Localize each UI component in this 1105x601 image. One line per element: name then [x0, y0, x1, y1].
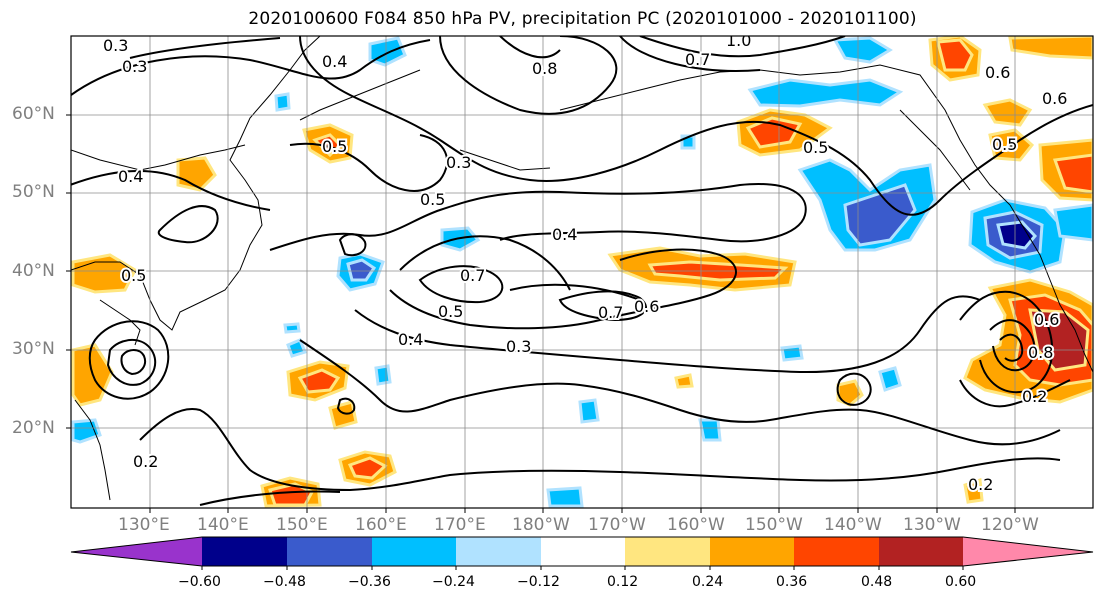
contour-label: 0.7 — [598, 303, 623, 322]
contour-label: 0.4 — [552, 225, 577, 244]
contour-label: 0.4 — [398, 330, 423, 349]
graticule — [71, 36, 1093, 508]
colorbar-segment — [710, 537, 794, 566]
colorbar-tick-label: −0.24 — [432, 574, 475, 590]
colorbar — [70, 536, 1094, 570]
colorbar-segment — [963, 537, 1093, 566]
lon-label-160w: 160°W — [667, 515, 725, 535]
contour-label: 0.6 — [985, 63, 1010, 82]
lon-label-150e: 150°E — [276, 515, 328, 535]
contour-label: 0.2 — [968, 475, 993, 494]
contour-label: 0.6 — [1042, 89, 1067, 108]
negative-anomaly-areas — [71, 36, 1093, 508]
colorbar-segment — [287, 537, 372, 566]
contour-label: 0.8 — [1028, 343, 1053, 362]
lon-label-180w: 180°W — [512, 515, 570, 535]
lon-label-150w: 150°W — [745, 515, 803, 535]
lon-label-140e: 140°E — [197, 515, 249, 535]
contour-label: 0.3 — [122, 57, 147, 76]
lat-label-20n: 20°N — [12, 418, 55, 438]
contour-label: 0.3 — [506, 337, 531, 356]
contour-label: 0.5 — [322, 137, 347, 156]
colorbar-tick-label: 0.12 — [607, 574, 639, 590]
lon-label-170e: 170°E — [434, 515, 486, 535]
lon-label-140w: 140°W — [824, 515, 882, 535]
contour-label: 0.5 — [420, 190, 445, 209]
contour-label: 0.5 — [121, 266, 146, 285]
lon-label-120w: 120°W — [981, 515, 1039, 535]
colorbar-segment — [202, 537, 287, 566]
colorbar-tick-label: 0.36 — [776, 574, 808, 590]
colorbar-tick-label: −0.48 — [263, 574, 306, 590]
coastlines — [71, 36, 1093, 501]
colorbar-segment — [372, 537, 456, 566]
axis-ticks — [66, 114, 1016, 513]
contour-label: 0.7 — [685, 50, 710, 69]
contour-label: 0.2 — [1022, 387, 1047, 406]
colorbar-segment — [625, 537, 710, 566]
contour-label: 0.7 — [460, 266, 485, 285]
colorbar-segment — [541, 537, 625, 566]
colorbar-segment — [71, 537, 202, 566]
lat-label-60n: 60°N — [12, 104, 55, 124]
contour-label: 1.0 — [726, 31, 751, 50]
contour-label: 0.4 — [322, 52, 347, 71]
contour-label: 0.8 — [532, 59, 557, 78]
lon-label-170w: 170°W — [588, 515, 646, 535]
map-frame — [70, 35, 1094, 509]
contour-label: 0.6 — [1034, 310, 1059, 329]
contour-label: 0.5 — [992, 135, 1017, 154]
map-contents: 0.3 0.3 0.4 0.8 1.0 0.7 0.6 0.5 0.5 0.3 … — [71, 31, 1093, 508]
contour-labels: 0.3 0.3 0.4 0.8 1.0 0.7 0.6 0.5 0.5 0.3 … — [101, 31, 1069, 496]
colorbar-segment — [794, 537, 879, 566]
colorbar-segment — [456, 537, 541, 566]
colorbar-segment — [879, 537, 963, 566]
lon-label-130e: 130°E — [118, 515, 170, 535]
contour-label: 0.5 — [438, 302, 463, 321]
colorbar-tick-label: −0.12 — [517, 574, 560, 590]
pv-contours — [71, 36, 1093, 506]
lat-label-50n: 50°N — [12, 182, 55, 202]
contour-label: 0.5 — [803, 138, 828, 157]
contour-label: 0.6 — [634, 297, 659, 316]
contour-label: 0.2 — [133, 452, 158, 471]
colorbar-tick-label: −0.36 — [348, 574, 391, 590]
lon-label-160e: 160°E — [355, 515, 407, 535]
lon-label-130w: 130°W — [903, 515, 961, 535]
colorbar-tick-label: 0.24 — [692, 574, 724, 590]
contour-label: 0.3 — [446, 153, 471, 172]
lat-label-40n: 40°N — [12, 261, 55, 281]
colorbar-tick-label: 0.48 — [861, 574, 893, 590]
contour-label: 0.3 — [103, 36, 128, 55]
colorbar-tick-label: 0.60 — [945, 574, 977, 590]
map-title: 2020100600 F084 850 hPa PV, precipitatio… — [248, 9, 917, 29]
lat-label-30n: 30°N — [12, 339, 55, 359]
colorbar-tick-label: −0.60 — [178, 574, 221, 590]
contour-label: 0.4 — [118, 167, 143, 186]
